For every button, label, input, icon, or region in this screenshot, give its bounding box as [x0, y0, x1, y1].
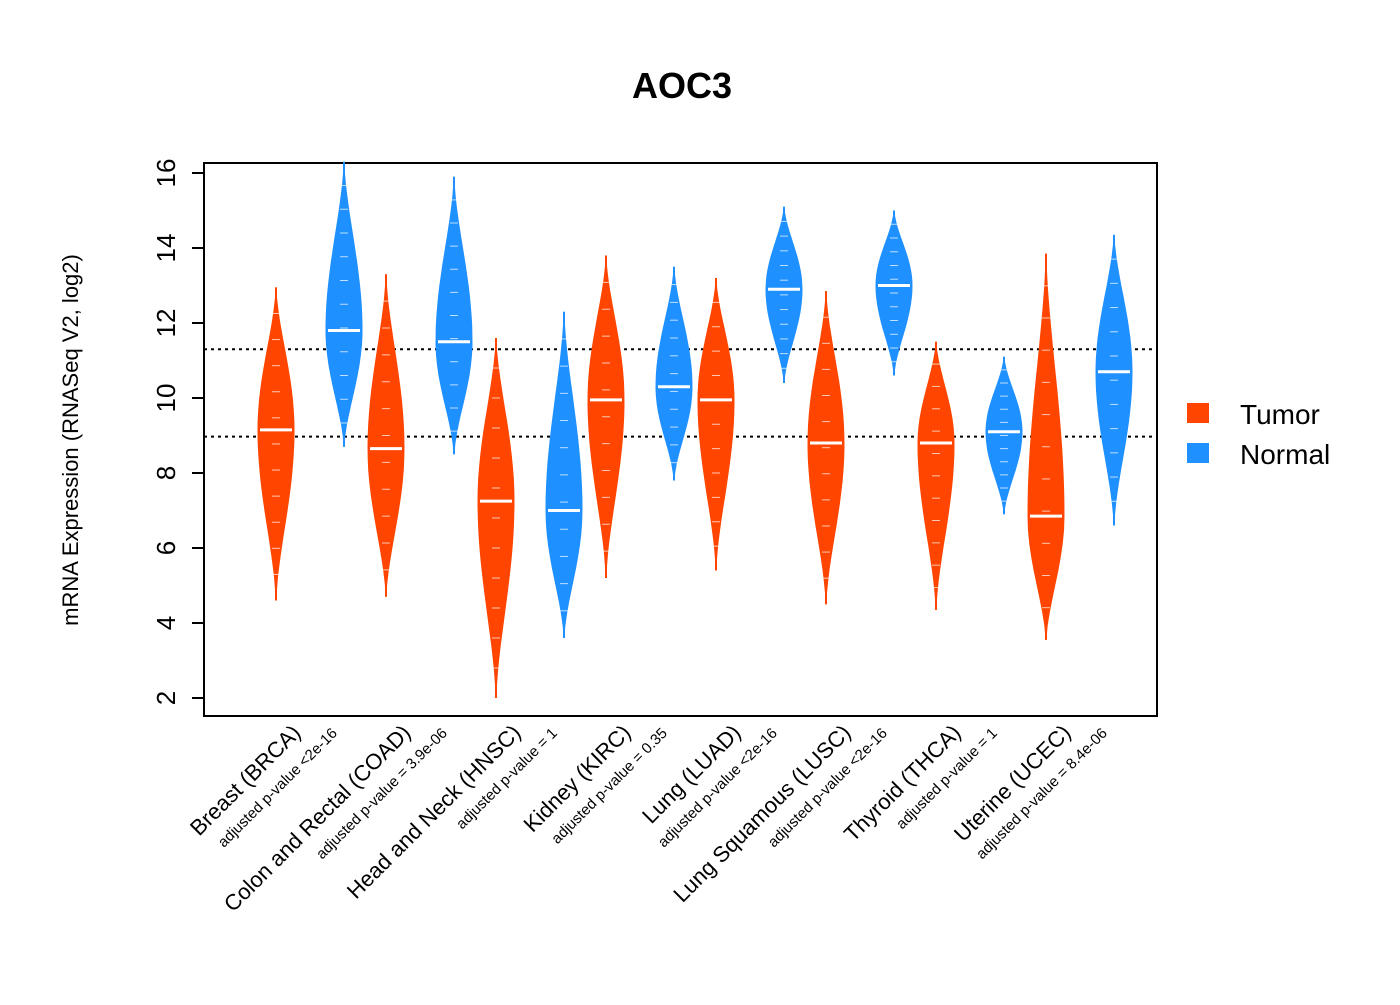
y-tick-label: 10 — [151, 384, 181, 413]
legend-swatch-normal — [1187, 443, 1209, 463]
y-tick-label: 6 — [151, 541, 181, 555]
y-tick-label: 8 — [151, 466, 181, 480]
y-axis-label: mRNA Expression (RNASeq V2, log2) — [58, 254, 83, 626]
legend-label-tumor: Tumor — [1240, 399, 1320, 430]
chart-title: AOC3 — [632, 65, 732, 106]
y-tick-label: 2 — [151, 691, 181, 705]
legend-swatch-tumor — [1187, 403, 1209, 423]
y-tick-label: 12 — [151, 309, 181, 338]
legend: Tumor Normal — [1187, 399, 1330, 470]
y-tick-label: 14 — [151, 234, 181, 263]
legend-label-normal: Normal — [1240, 439, 1330, 470]
y-tick-label: 16 — [151, 159, 181, 188]
y-tick-label: 4 — [151, 616, 181, 630]
plot-frame — [203, 162, 1158, 717]
